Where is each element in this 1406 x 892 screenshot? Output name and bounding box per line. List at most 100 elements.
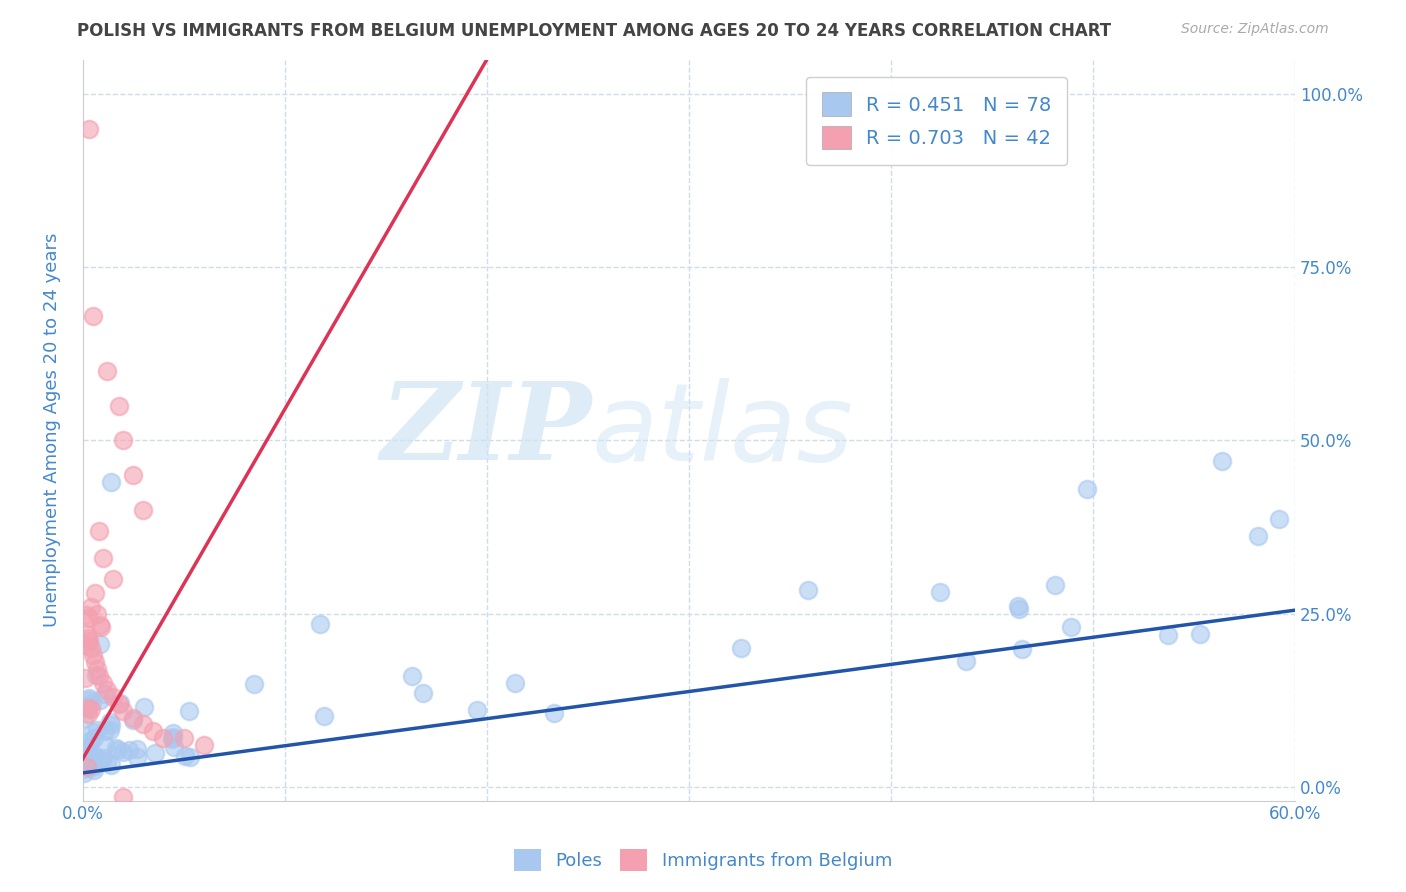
Point <box>82 648 104 663</box>
Point <box>91 676 114 690</box>
Point <box>89 617 111 632</box>
Point <box>77 634 100 648</box>
Point <box>1211 454 1233 468</box>
Point <box>796 583 818 598</box>
Point <box>79 760 101 774</box>
Point <box>90 620 112 634</box>
Point <box>1045 578 1067 592</box>
Point <box>100 475 122 489</box>
Point <box>107 742 129 756</box>
Point <box>101 572 124 586</box>
Point <box>73 739 96 754</box>
Point <box>96 364 118 378</box>
Point <box>179 749 201 764</box>
Point <box>173 731 195 746</box>
Point <box>132 717 155 731</box>
Point <box>112 704 135 718</box>
Point <box>152 731 174 746</box>
Point <box>1060 619 1083 633</box>
Point <box>73 765 96 780</box>
Point <box>93 750 115 764</box>
Point <box>145 746 167 760</box>
Text: POLISH VS IMMIGRANTS FROM BELGIUM UNEMPLOYMENT AMONG AGES 20 TO 24 YEARS CORRELA: POLISH VS IMMIGRANTS FROM BELGIUM UNEMPL… <box>77 22 1112 40</box>
Point <box>91 551 114 566</box>
Point <box>77 746 100 760</box>
Point <box>75 607 97 622</box>
Point <box>112 790 135 805</box>
Point <box>77 701 100 715</box>
Point <box>89 637 111 651</box>
Point <box>312 708 335 723</box>
Point <box>101 690 124 704</box>
Point <box>73 671 96 685</box>
Point <box>98 715 121 730</box>
Point <box>1247 529 1270 543</box>
Point <box>76 742 98 756</box>
Point <box>76 638 98 652</box>
Point <box>72 762 94 776</box>
Point <box>162 726 184 740</box>
Text: atlas: atlas <box>592 377 853 483</box>
Point <box>401 668 423 682</box>
Point <box>1008 602 1031 616</box>
Point <box>82 760 104 774</box>
Point <box>1156 628 1178 642</box>
Point <box>82 309 104 323</box>
Point <box>162 730 184 744</box>
Point <box>77 121 100 136</box>
Point <box>79 611 101 625</box>
Point <box>90 753 112 767</box>
Point <box>543 706 565 720</box>
Point <box>309 617 332 632</box>
Point <box>121 713 143 727</box>
Point <box>96 682 118 697</box>
Point <box>80 641 103 656</box>
Point <box>1007 599 1029 613</box>
Point <box>132 502 155 516</box>
Point <box>80 696 103 710</box>
Point <box>83 731 105 745</box>
Point <box>503 676 526 690</box>
Point <box>1011 641 1033 656</box>
Point <box>412 685 434 699</box>
Point <box>83 586 105 600</box>
Point <box>104 741 127 756</box>
Point <box>122 468 145 483</box>
Point <box>82 724 104 739</box>
Point <box>77 749 100 764</box>
Point <box>86 662 108 676</box>
Point <box>76 627 98 641</box>
Point <box>1076 482 1098 496</box>
Point <box>87 669 110 683</box>
Point <box>94 687 117 701</box>
Point <box>77 631 100 645</box>
Point <box>79 693 101 707</box>
Point <box>96 755 118 769</box>
Point <box>87 524 110 538</box>
Point <box>77 747 100 762</box>
Point <box>73 741 96 756</box>
Point <box>108 399 131 413</box>
Legend: R = 0.451   N = 78, R = 0.703   N = 42: R = 0.451 N = 78, R = 0.703 N = 42 <box>806 77 1067 165</box>
Point <box>163 739 186 754</box>
Point <box>1189 626 1212 640</box>
Point <box>125 741 148 756</box>
Point <box>142 724 165 739</box>
Point <box>80 599 103 614</box>
Point <box>1268 512 1291 526</box>
Point <box>83 655 105 669</box>
Point <box>77 706 100 721</box>
Point <box>730 640 752 655</box>
Point <box>111 745 134 759</box>
Point <box>86 607 108 621</box>
Text: Source: ZipAtlas.com: Source: ZipAtlas.com <box>1181 22 1329 37</box>
Y-axis label: Unemployment Among Ages 20 to 24 years: Unemployment Among Ages 20 to 24 years <box>44 233 60 627</box>
Point <box>76 760 98 774</box>
Point <box>73 712 96 726</box>
Point <box>100 758 122 772</box>
Point <box>127 749 149 764</box>
Point <box>955 654 977 668</box>
Point <box>108 696 131 710</box>
Point <box>100 718 122 732</box>
Text: ZIP: ZIP <box>381 377 592 483</box>
